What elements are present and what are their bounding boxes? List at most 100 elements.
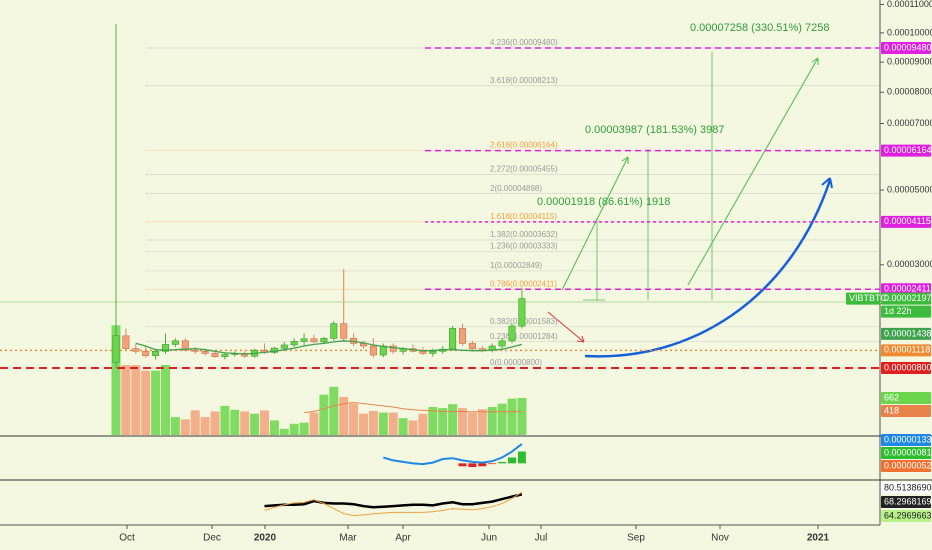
volume-bar — [299, 422, 309, 435]
volume-bar — [190, 410, 200, 435]
volume-bar — [131, 365, 141, 435]
candle-body — [201, 350, 209, 354]
candle-body — [369, 345, 377, 356]
volume-bar — [428, 407, 438, 435]
fib-label: 0.786(0.00002411) — [490, 279, 557, 288]
volume-bar — [329, 386, 339, 435]
volume-bar — [269, 420, 279, 435]
candle-body — [449, 328, 457, 350]
x-tick-label: Oct — [119, 533, 135, 544]
indicator-label: 0.00000052 — [884, 460, 932, 470]
volume-bar — [240, 411, 250, 435]
candle-body — [290, 341, 298, 346]
fib-label: 0(0.00000800) — [490, 358, 542, 367]
indicator-label-box — [881, 434, 931, 446]
volume-bar — [309, 412, 319, 435]
candle-body — [162, 344, 170, 352]
volume-bar — [418, 413, 428, 435]
volume-bar — [458, 408, 467, 435]
price-label-box — [881, 344, 931, 357]
candle-body — [330, 323, 338, 339]
price-label-box — [881, 362, 931, 375]
y-tick-label: 0.00010000 — [887, 27, 932, 37]
volume-bar — [339, 396, 349, 435]
moving-average — [135, 340, 523, 355]
arrow-head — [621, 156, 629, 164]
x-tick-label: Apr — [395, 533, 411, 544]
volume-bar — [408, 420, 418, 435]
histogram-bar — [488, 463, 497, 465]
fib-label: 1.382(0.00003632) — [490, 230, 558, 239]
volume-bar — [349, 403, 359, 435]
fib-label: 4.236(0.00009480) — [490, 38, 558, 47]
y-tick-label: 0.00008000 — [887, 87, 932, 97]
volume-bar — [200, 417, 210, 435]
candle-body — [468, 343, 476, 349]
arrow — [687, 57, 819, 286]
candle-body — [152, 350, 160, 356]
candle-body — [340, 323, 348, 339]
volume-bar — [210, 411, 220, 435]
histogram-bar — [468, 463, 477, 468]
volume-bar — [398, 418, 408, 435]
candle-body — [498, 340, 506, 347]
candle-body — [429, 350, 437, 354]
y-tick-label: 0.00005000 — [887, 184, 932, 194]
x-tick-label: Jun — [481, 533, 497, 544]
indicator-label: 0.00000133 — [884, 434, 932, 444]
volume-bar — [230, 409, 240, 435]
annotation: 0.00007258 (330.51%) 7258 — [690, 22, 829, 34]
volume-bar — [448, 404, 458, 435]
candle-body — [112, 335, 120, 363]
y-tick-label: 0.00011000 — [887, 0, 932, 9]
volume-bar — [319, 394, 329, 435]
symbol-label: VIBTBTC — [849, 293, 888, 303]
volume-bar — [111, 325, 121, 435]
countdown-label-box — [881, 305, 931, 318]
candle-body — [458, 328, 466, 344]
indicator-label-box — [881, 447, 931, 459]
volume-bar — [467, 412, 477, 435]
arrow — [561, 156, 629, 291]
candle-body — [122, 335, 130, 349]
price-label: 0.00004115 — [884, 216, 931, 226]
price-label: 0.00002411 — [884, 284, 931, 294]
price-label-box — [881, 41, 931, 54]
oscillator-label: 80.51386904 — [884, 482, 932, 492]
fib-label: 1(0.00002849) — [490, 261, 542, 270]
arrow-head — [811, 57, 819, 65]
fib-label: 1.618(0.00004115) — [490, 212, 557, 221]
volume-bar — [438, 408, 448, 435]
fib-label: 0.236(0.00001284) — [490, 332, 558, 341]
indicator-label: 0.00000081 — [884, 447, 932, 457]
oscillator-label-box — [881, 496, 931, 508]
volume-bar — [180, 419, 190, 435]
volume-bar — [170, 417, 180, 435]
arrow — [547, 311, 585, 343]
fib-label: 2(0.00004898) — [490, 184, 542, 193]
x-tick-label: 2021 — [807, 533, 830, 544]
candle-body — [300, 338, 308, 342]
current-price-label: 0.00002197 — [884, 293, 932, 303]
volume-bar — [141, 370, 151, 435]
countdown-label: 1d 22h — [884, 306, 912, 316]
volume-bar — [220, 405, 230, 435]
volume-bar — [368, 410, 378, 435]
candle-body — [508, 325, 516, 342]
oscillator-label-box — [881, 482, 931, 494]
volume-bar — [260, 410, 269, 435]
volume-bar — [378, 412, 388, 435]
x-tick-label: Mar — [339, 533, 357, 544]
projection-curve — [584, 179, 832, 358]
y-tick-label: 0.00009000 — [887, 56, 932, 66]
volume-ma-label-box — [881, 405, 931, 417]
volume-bar — [507, 398, 517, 435]
price-label: 0.00000800 — [884, 362, 932, 372]
y-tick-label: 0.00007000 — [887, 118, 932, 128]
histogram-bar — [517, 451, 526, 464]
volume-bar — [477, 409, 487, 435]
ma-price-label: 0.00001438 — [884, 328, 932, 338]
y-tick-label: 0.00003000 — [887, 259, 932, 269]
